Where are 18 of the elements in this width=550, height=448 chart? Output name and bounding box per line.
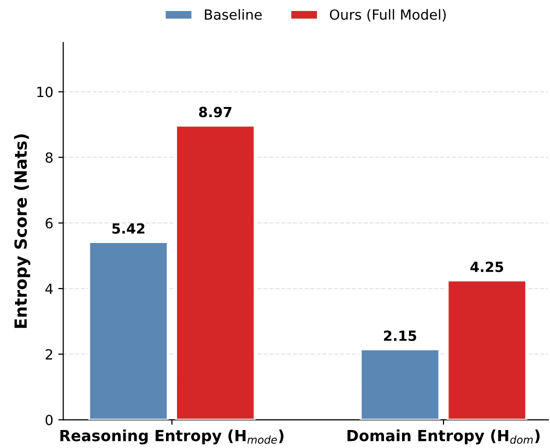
y-tick-label: 4 (45, 284, 53, 294)
y-tick-label: 0 (46, 414, 53, 426)
legend-label: Baseline (204, 9, 262, 20)
bar (174, 124, 256, 420)
data-label: 8.97 (199, 106, 232, 118)
x-tick-label: Reasoning Entropy (H$_{mode}$) (60, 430, 284, 444)
y-axis-title: Entropy Score (Nats) (14, 134, 30, 328)
legend-label: Ours (Full Model) (330, 9, 446, 22)
y-tick-label: 2 (46, 349, 52, 360)
x-tick-label: Domain Entropy (H$_{dom}$) (348, 430, 540, 444)
data-label: 5.42 (112, 223, 144, 234)
y-tick-label: 6 (46, 218, 53, 228)
data-label: 2.15 (384, 330, 416, 342)
data-label: 4.25 (470, 262, 504, 272)
y-tick-label: 10 (37, 86, 53, 98)
bar (360, 348, 440, 420)
bar (446, 279, 528, 420)
y-tick-label: 8 (46, 152, 53, 163)
